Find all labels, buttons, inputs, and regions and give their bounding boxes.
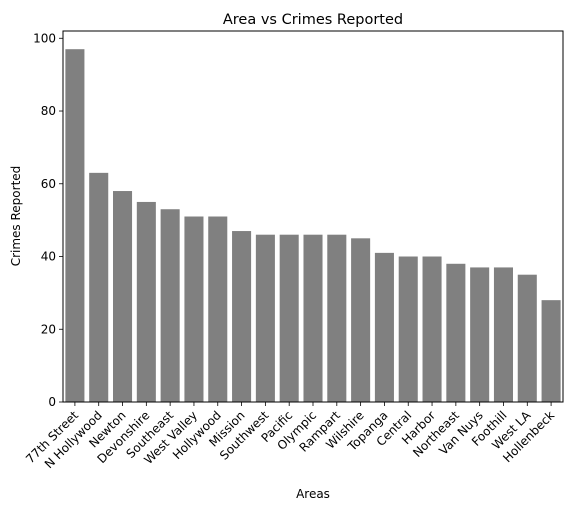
bar-west-valley (184, 216, 204, 402)
bar-foothill (493, 267, 513, 402)
bars-group (65, 49, 561, 402)
y-axis: 0 20 40 60 80 100 (33, 31, 63, 409)
y-tick-label: 20 (41, 322, 56, 336)
y-tick-label: 40 (41, 250, 56, 264)
bar-topanga (374, 252, 394, 402)
y-tick-label: 80 (41, 104, 56, 118)
bar-77th-street (65, 49, 85, 402)
bar-hollenbeck (541, 300, 561, 402)
bar-southeast (160, 209, 180, 402)
bar-harbor (422, 256, 442, 402)
bar-van-nuys (470, 267, 490, 402)
plot-frame (62, 30, 564, 403)
bar-hollywood (208, 216, 228, 402)
y-tick-label: 100 (33, 31, 56, 45)
bar-mission (232, 231, 252, 402)
bar-newton (113, 191, 133, 402)
chart-title: Area vs Crimes Reported (223, 12, 403, 28)
bar-northeast (446, 263, 466, 402)
y-tick-label: 60 (41, 177, 56, 191)
bar-pacific (279, 234, 299, 402)
y-tick-label: 0 (48, 395, 56, 409)
bar-southwest (255, 234, 275, 402)
bar-wilshire (351, 238, 371, 402)
y-axis-label: Crimes Reported (9, 166, 23, 267)
bar-olympic (303, 234, 323, 402)
bar-devonshire (136, 201, 156, 402)
bar-n-hollywood (89, 172, 109, 402)
bar-rampart (327, 234, 347, 402)
bar-west-la (517, 274, 537, 402)
bar-central (398, 256, 418, 402)
x-axis-label: Areas (296, 487, 330, 501)
